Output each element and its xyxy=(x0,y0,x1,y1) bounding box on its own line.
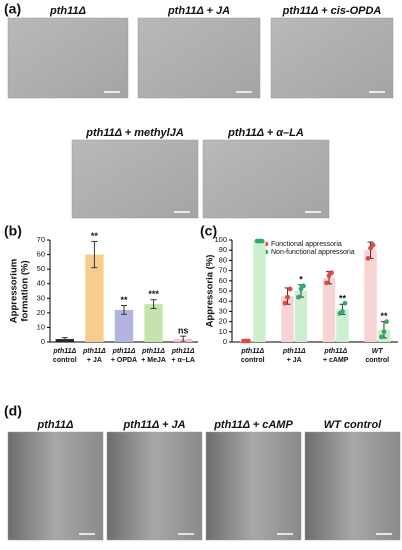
image-title: WT control xyxy=(324,419,382,431)
x-tick-label: pth11Δ xyxy=(171,348,195,355)
y-tick-label: 60 xyxy=(37,250,45,259)
micrograph xyxy=(106,431,203,541)
x-tick-label: + JA xyxy=(287,357,302,364)
data-point xyxy=(296,294,301,300)
image-title: pth11Δ + JA xyxy=(122,419,185,431)
y-axis-label: Appressorium xyxy=(9,259,20,323)
bar xyxy=(364,250,377,342)
significance: * xyxy=(299,274,303,284)
data-point xyxy=(287,286,293,292)
x-tick-label: WT xyxy=(372,348,384,355)
x-tick-label: control xyxy=(365,357,389,364)
image-title: pth11Δ + α–LA xyxy=(227,127,304,139)
x-tick-label: pth11Δ xyxy=(82,348,106,355)
image-title: pth11Δ xyxy=(37,419,74,431)
y-tick-label: 30 xyxy=(219,306,227,315)
image-title: pth11Δ + cAMP xyxy=(213,419,293,431)
micrograph xyxy=(7,17,129,99)
y-axis-label: Appressoria (%) xyxy=(205,255,216,328)
x-tick-label: pth11Δ xyxy=(282,348,306,355)
data-point xyxy=(379,334,384,340)
y-tick-label: 50 xyxy=(219,286,227,295)
significance: ns xyxy=(178,326,189,336)
bar xyxy=(322,277,336,342)
data-point xyxy=(246,338,251,344)
y-tick-label: 70 xyxy=(219,266,227,275)
y-tick-label: 90 xyxy=(219,245,227,254)
y-tick-label: 40 xyxy=(219,296,227,305)
micrograph xyxy=(202,139,330,219)
bar xyxy=(144,304,163,342)
image-title: pth11Δ xyxy=(49,5,86,17)
image-title: pth11Δ + cis-OPDA xyxy=(282,5,382,17)
y-tick-label: 40 xyxy=(37,279,45,288)
y-tick-label: 50 xyxy=(37,264,45,273)
data-point xyxy=(342,300,348,306)
bar xyxy=(336,309,349,342)
data-point xyxy=(329,270,334,276)
data-point xyxy=(365,255,371,261)
x-tick-label: pth11Δ xyxy=(240,348,264,355)
significance: ** xyxy=(339,294,347,304)
x-tick-label: + α–LA xyxy=(171,357,195,364)
data-point xyxy=(324,280,329,286)
significance: *** xyxy=(148,289,159,299)
bar xyxy=(85,254,104,342)
x-tick-label: + OPDA xyxy=(111,357,137,364)
y-tick-label: 0 xyxy=(41,337,45,346)
bar xyxy=(294,291,308,342)
x-tick-label: + cAMP xyxy=(323,357,349,364)
bar xyxy=(253,241,266,342)
bar xyxy=(281,296,294,342)
legend-label: Non-functional appressoria xyxy=(271,249,355,256)
y-tick-label: 10 xyxy=(219,327,227,336)
significance: ** xyxy=(91,231,99,241)
data-point xyxy=(384,319,389,324)
data-point xyxy=(370,242,376,248)
micrograph xyxy=(137,17,261,99)
bar xyxy=(114,309,134,342)
y-axis-label: formation (%) xyxy=(20,260,31,321)
y-tick-label: 70 xyxy=(37,235,45,244)
data-point xyxy=(285,294,290,300)
y-tick-label: 30 xyxy=(37,293,45,302)
data-point xyxy=(340,309,345,314)
y-tick-label: 0 xyxy=(223,337,227,346)
x-tick-label: pth11Δ xyxy=(323,348,347,355)
y-tick-label: 80 xyxy=(219,255,227,264)
x-tick-label: control xyxy=(53,357,77,364)
y-tick-label: 10 xyxy=(37,322,45,331)
micrograph xyxy=(304,431,401,541)
x-tick-label: + JA xyxy=(87,357,102,364)
panel-label: (a) xyxy=(4,1,21,17)
data-point xyxy=(301,283,306,289)
significance: ** xyxy=(120,295,128,305)
data-point xyxy=(282,300,288,306)
x-tick-label: pth11Δ xyxy=(141,348,165,355)
panel-label: (b) xyxy=(4,223,22,239)
x-tick-label: pth11Δ xyxy=(52,348,76,355)
x-tick-label: + MeJA xyxy=(141,357,166,364)
x-tick-label: control xyxy=(241,357,265,364)
legend-label: Functional appressoria xyxy=(271,241,342,248)
y-tick-label: 60 xyxy=(219,276,227,285)
data-point xyxy=(381,329,387,335)
image-title: pth11Δ + JA xyxy=(167,5,230,17)
image-title: pth11Δ + methylJA xyxy=(85,127,184,139)
significance: ** xyxy=(380,311,388,321)
y-tick-label: 20 xyxy=(219,317,227,326)
y-tick-label: 100 xyxy=(214,235,227,244)
panel-label: (c) xyxy=(200,223,217,239)
y-tick-label: 20 xyxy=(37,308,45,317)
x-tick-label: pth11Δ xyxy=(112,348,136,355)
micrograph xyxy=(270,17,394,99)
panel-label: (d) xyxy=(4,403,22,419)
micrograph xyxy=(71,139,199,219)
data-point xyxy=(259,238,265,244)
micrograph xyxy=(205,431,302,541)
micrograph xyxy=(7,431,104,541)
